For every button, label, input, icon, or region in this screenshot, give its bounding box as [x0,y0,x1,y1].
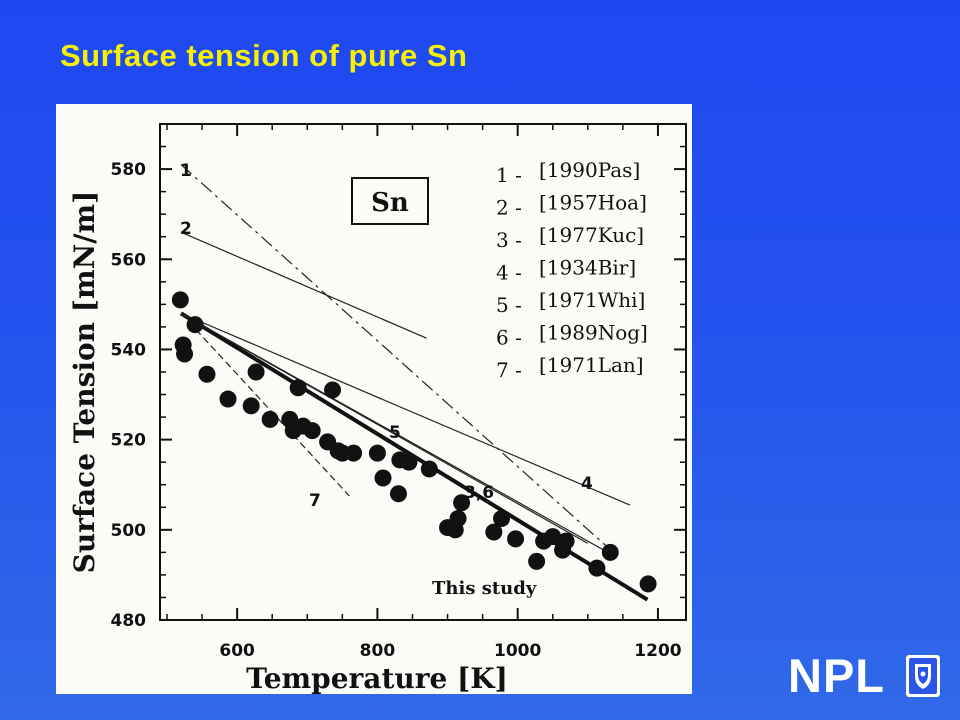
data-point [389,485,407,503]
data-point [400,453,418,471]
data-point [186,316,204,334]
legend-number: 1 - [496,163,522,187]
legend-reference: [1977Kuc] [539,223,644,247]
slide-title: Surface tension of pure Sn [60,38,468,73]
data-point [493,510,511,528]
inset-label: Sn [371,188,409,218]
surface-tension-chart: 480 500 520 540 560 580 600 800 1000 1200 Temperat… [68,123,687,694]
data-point [368,444,386,462]
y-tick-label: 560 [111,250,147,270]
legend-reference: [1990Pas] [539,158,640,182]
data-point [345,444,363,462]
npl-logo-text: NPL [788,649,885,702]
data-point [420,460,438,478]
legend-number: 2 - [496,196,522,220]
y-tick-label: 520 [111,431,147,451]
y-tick-label: 480 [111,611,147,631]
legend-reference: [1989Nog] [539,321,648,345]
line-label: 3,6 [464,483,494,503]
x-tick-label: 800 [360,641,396,661]
data-point [176,345,194,363]
legend-number: 4 - [496,261,522,285]
line-label: 1 [180,161,192,181]
data-point [544,528,562,546]
legend-number: 3 - [496,228,522,252]
legend-reference: [1934Bir] [539,256,636,280]
data-point [485,523,503,541]
data-point [588,559,606,577]
data-point [601,543,619,561]
series-line-5 [180,312,617,558]
data-point [261,410,279,428]
legend-number: 7 - [496,358,522,382]
y-axis-title: Surface Tension [mN/m] [68,191,101,574]
legend-reference: [1957Hoa] [539,191,647,215]
series-line-1 [180,164,617,556]
inset-box [351,177,429,225]
data-point [324,381,342,399]
legend-number: 5 - [496,293,522,317]
chart-figure-panel: 480 500 520 540 560 580 600 800 1000 1200 Temperat… [56,104,692,694]
data-point [198,365,216,383]
y-tick-label: 500 [111,521,147,541]
series-line-2 [180,231,427,339]
data-point [303,422,321,440]
y-tick-label: 580 [111,160,147,180]
x-tick-label: 1200 [634,641,681,661]
data-point [528,552,546,570]
data-point [171,291,189,309]
data-point [507,530,525,548]
crest-icon [906,655,940,697]
legend-reference: [1971Lan] [539,353,644,377]
data-point [557,532,575,550]
y-tick-label: 540 [111,340,147,360]
line-label: 7 [309,491,321,511]
npl-logo: NPL [788,649,944,702]
data-point [453,494,471,512]
this-study-label: This study [432,578,537,599]
legend-number: 6 - [496,326,522,350]
data-point [247,363,265,381]
x-axis-title: Temperature [K] [246,662,508,694]
line-label: 4 [581,474,593,494]
data-point [289,379,307,397]
x-tick-label: 1000 [494,641,541,661]
legend-reference: [1971Whi] [539,288,645,312]
data-point [374,469,392,487]
data-point [639,575,657,593]
data-point [242,397,260,415]
x-tick-label: 600 [219,641,255,661]
line-label: 5 [389,423,401,443]
line-label: 2 [180,219,192,239]
data-point [219,390,237,408]
series-line-4 [180,312,631,506]
data-point [449,510,467,528]
series-line-7 [180,312,350,497]
